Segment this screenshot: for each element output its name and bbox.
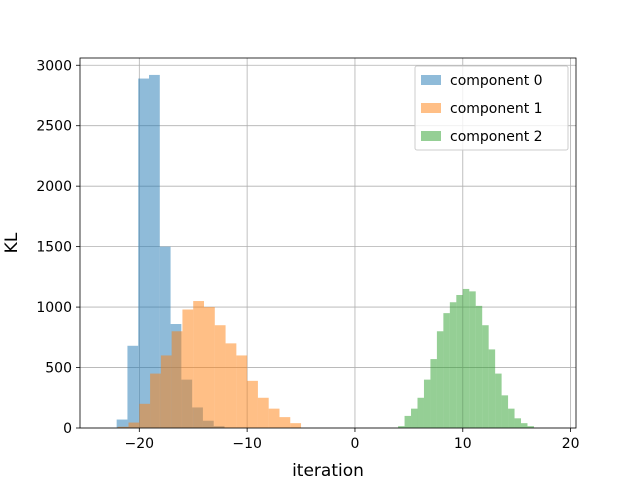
x-axis-label: iteration — [292, 461, 364, 480]
histogram-bar-component-2 — [462, 288, 470, 428]
histogram-bar-component-1 — [117, 426, 129, 428]
histogram-bar-component-1 — [182, 309, 194, 428]
y-axis-label: KL — [2, 232, 22, 253]
histogram-bar-component-2 — [501, 395, 509, 428]
histogram-bar-component-1 — [204, 307, 215, 428]
histogram-bar-component-2 — [404, 415, 412, 428]
x-tick-label: 0 — [350, 436, 359, 452]
y-tick-label: 2500 — [36, 119, 72, 135]
histogram-bar-component-2 — [514, 418, 522, 428]
histogram-bar-component-1 — [128, 422, 140, 428]
histogram-bar-component-1 — [225, 343, 237, 428]
histogram-bar-component-2 — [527, 426, 534, 428]
histogram-bar-component-2 — [430, 359, 437, 428]
axis-ticks: −20 −10 0 10 20 0 500 1000 1500 2000 2500 3000 — [36, 58, 579, 452]
legend-box — [414, 65, 569, 151]
legend: component 0 component 1 component 2 — [414, 65, 569, 151]
histogram-bar-component-2 — [417, 397, 424, 428]
x-tick-label: −10 — [232, 436, 262, 452]
y-tick-label: 1500 — [36, 240, 72, 256]
plot-frame — [79, 57, 577, 429]
histogram-bar-component-0 — [159, 246, 171, 428]
x-tick-label: 20 — [562, 436, 580, 452]
histogram-bar-component-1 — [290, 423, 302, 428]
histogram-bar-component-2 — [482, 325, 489, 428]
legend-swatch — [421, 103, 441, 113]
y-tick-label: 2000 — [36, 179, 72, 195]
histogram-bar-component-1 — [236, 355, 248, 428]
histogram-bar-component-1 — [247, 380, 258, 428]
histogram-bar-component-1 — [193, 301, 204, 428]
legend-label: component 0 — [450, 73, 543, 89]
legend-swatch — [421, 75, 441, 85]
histogram-bar-component-2 — [398, 426, 405, 428]
legend-swatch — [421, 131, 441, 141]
histogram-bar-component-0 — [116, 419, 128, 428]
histogram-bar-component-2 — [521, 423, 528, 428]
histogram-bar-component-2 — [449, 302, 457, 428]
y-tick-label: 3000 — [36, 58, 72, 74]
histogram-bar-component-2 — [469, 291, 476, 428]
histogram-bar-component-1 — [171, 331, 183, 428]
y-tick-label: 0 — [63, 421, 72, 437]
histogram-bar-component-2 — [456, 294, 463, 428]
histogram-bar-component-2 — [495, 373, 502, 428]
histogram-bar-component-1 — [139, 403, 151, 428]
histogram-bar-component-2 — [443, 313, 450, 428]
histogram-bar-component-1 — [257, 397, 269, 428]
histogram-bar-component-0 — [149, 74, 160, 429]
histogram-bar-component-1 — [214, 325, 226, 428]
histogram-bar-component-1 — [160, 355, 172, 428]
histogram-bar-component-1 — [268, 408, 280, 428]
histogram-bar-component-2 — [508, 408, 515, 428]
histogram-bar-component-1 — [150, 373, 161, 428]
y-tick-label: 500 — [45, 361, 72, 377]
x-tick-label: −20 — [125, 436, 155, 452]
histogram-bar-component-0 — [127, 345, 139, 428]
x-tick-label: 10 — [454, 436, 472, 452]
y-tick-label: 1000 — [36, 300, 72, 316]
histogram-bar-component-2 — [423, 379, 431, 428]
histogram-bar-component-2 — [488, 349, 496, 428]
histogram-bar-component-1 — [279, 417, 291, 428]
histogram-bar-component-0 — [138, 78, 150, 429]
legend-label: component 2 — [450, 129, 543, 145]
histogram-bars — [116, 74, 534, 429]
histogram-bar-component-2 — [436, 331, 444, 428]
histogram-bar-component-2 — [475, 305, 483, 428]
histogram-bar-component-2 — [411, 408, 418, 428]
legend-label: component 1 — [450, 101, 543, 117]
